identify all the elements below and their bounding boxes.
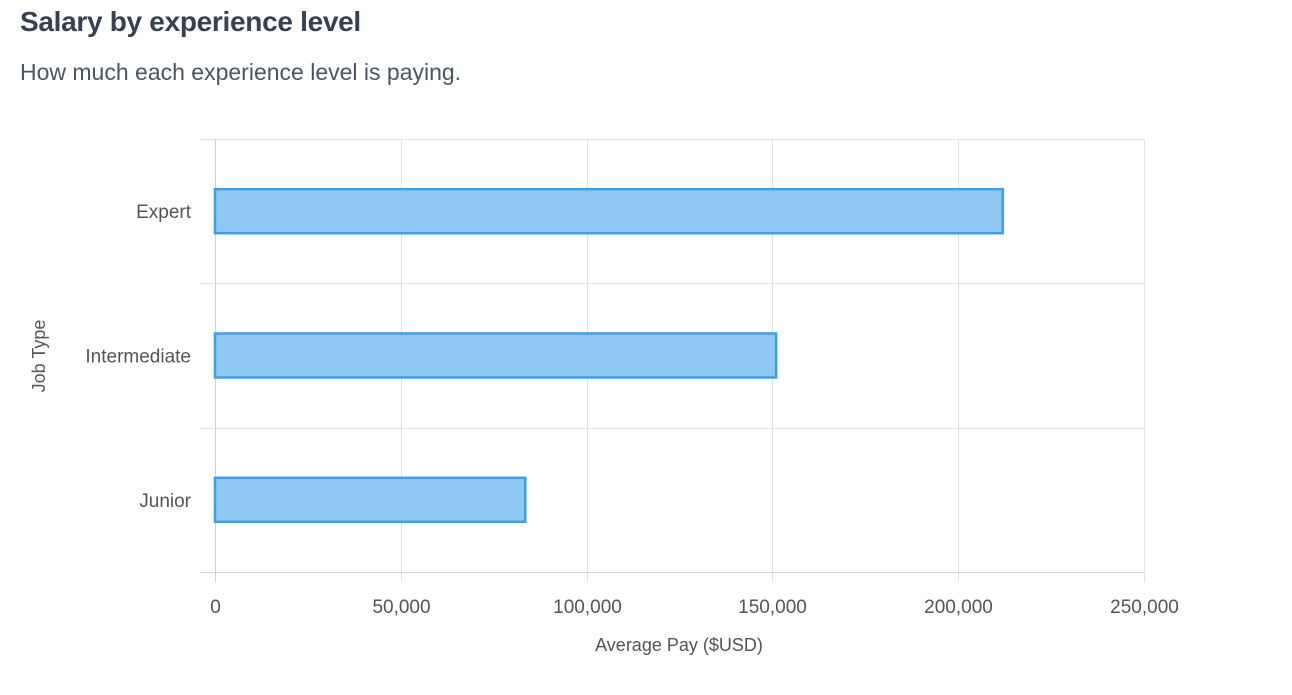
x-tick-label: 100,000 <box>553 597 622 618</box>
x-tick-label: 50,000 <box>372 597 430 618</box>
x-tick-label: 150,000 <box>738 597 807 618</box>
y-tick-label: Expert <box>136 202 192 223</box>
bar-layer <box>213 187 1005 524</box>
x-tick-label: 0 <box>210 597 221 618</box>
y-axis-title: Job Type <box>29 320 49 393</box>
chart-subtitle: How much each experience level is paying… <box>20 59 462 85</box>
bar-expert[interactable] <box>213 187 1005 235</box>
y-tick-label: Intermediate <box>85 347 191 368</box>
bar-junior[interactable] <box>213 476 527 524</box>
x-tick-label: 250,000 <box>1110 597 1179 618</box>
bar-intermediate[interactable] <box>213 332 778 379</box>
x-tick-label: 200,000 <box>924 597 993 618</box>
label-layer: 0 50,000 100,000 150,000 200,000 250,000 Exper… <box>85 202 1178 618</box>
y-tick-label: Junior <box>139 491 191 512</box>
chart-title: Salary by experience level <box>20 6 361 37</box>
x-axis-title: Average Pay ($USD) <box>595 635 763 655</box>
